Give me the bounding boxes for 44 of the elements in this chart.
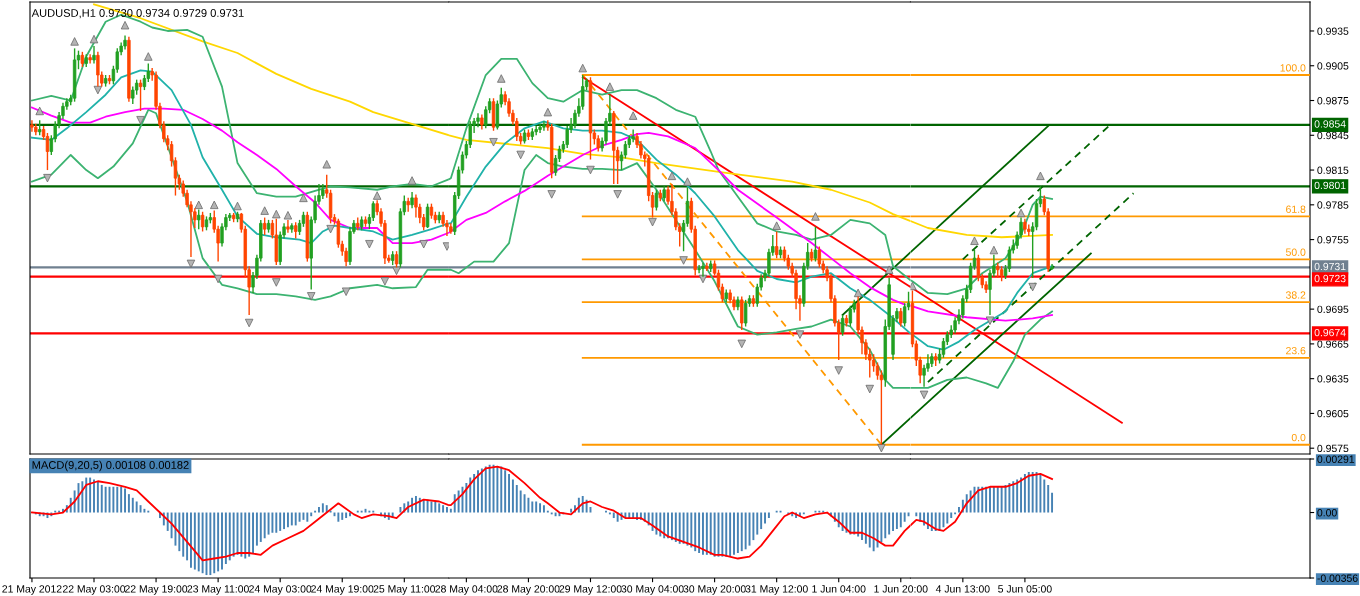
y-tick-label: 0.9875 [1317,97,1349,105]
y-tick-label: 0.9695 [1317,305,1349,314]
y-tick-label: -0.00356 [1317,574,1358,582]
x-tick-label: 25 May 11:00 [373,585,436,595]
x-tick-label: 1 Jun 20:00 [874,585,928,593]
y-tick-label: 0.9575 [1317,444,1349,453]
x-tick-label: 28 May 20:00 [497,585,560,595]
series-label: 38.2 [1285,291,1306,299]
y-tick-label: 0.9785 [1317,201,1349,209]
x-tick-label: 29 May 12:00 [559,585,622,595]
x-tick-label: 24 May 19:00 [311,585,374,595]
ref-line-label: 0.9731 [1314,262,1346,271]
chart-title: MACD(9,20,5) 0.00108 0.00182 [32,460,189,472]
ref-line-label: 0.9723 [1314,274,1346,283]
y-tick-label: 0.9605 [1317,409,1349,418]
y-tick-label: 0.9815 [1317,166,1349,174]
y-tick-label: 0.9665 [1317,340,1349,348]
x-tick-label: 23 May 11:00 [187,585,249,595]
y-tick-label: 0.9905 [1317,62,1349,70]
x-tick-label: 30 May 20:00 [683,585,746,595]
y-tick-label: 0.00 [1317,509,1337,517]
x-tick-label: 22 May 03:00 [62,585,126,595]
x-tick-label: 31 May 12:00 [745,585,808,595]
x-tick-label: 30 May 04:00 [621,585,684,595]
x-tick-label: 24 May 03:00 [249,585,312,595]
ref-line-label: 0.9854 [1314,120,1346,128]
ref-line-label: 0.9801 [1314,181,1346,190]
series-label: 61.8 [1286,205,1306,213]
y-tick-label: 0.9845 [1317,131,1349,140]
y-tick-label: 0.9935 [1317,27,1349,35]
y-tick-label: 0.9755 [1317,236,1349,244]
x-tick-label: 22 May 19:00 [125,585,188,595]
y-tick-label: 0.9635 [1317,375,1349,383]
series-label: 0.0 [1291,433,1306,442]
series-label: 50.0 [1285,248,1306,256]
x-tick-label: 28 May 04:00 [435,585,498,595]
x-tick-label: 1 Jun 04:00 [812,585,866,593]
x-tick-label: 5 Jun 05:00 [998,585,1052,593]
ref-line-label: 0.9674 [1314,328,1346,337]
series-label: 23.6 [1286,346,1306,355]
series-label: 100.0 [1280,64,1306,72]
x-tick-label: 21 May 2012 [2,585,62,595]
y-tick-label: 0.00291 [1317,455,1355,463]
x-tick-label: 4 Jun 13:00 [935,585,990,593]
